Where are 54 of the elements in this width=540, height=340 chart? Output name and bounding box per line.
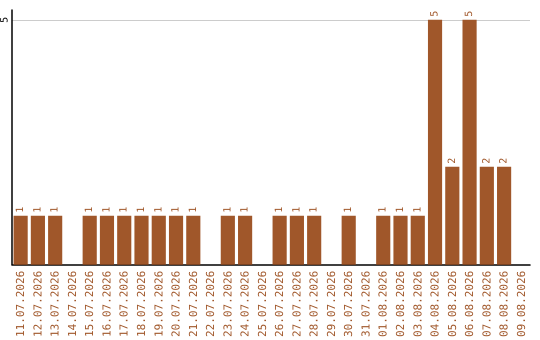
data-label: 2	[481, 158, 492, 164]
data-label: 1	[240, 206, 251, 213]
data-label: 1	[274, 206, 286, 213]
data-label: 1	[170, 206, 182, 213]
data-label: 1	[15, 206, 26, 213]
x-tick-label: 05.08.2026	[446, 270, 459, 338]
x-tick-label: 03.08.2026	[411, 270, 424, 338]
x-tick-label: 04.08.2026	[428, 270, 442, 338]
data-label: 1	[188, 206, 199, 213]
x-tick-label: 02.08.2026	[394, 270, 407, 338]
x-tick-label: 28.07.2026	[308, 270, 321, 338]
x-tick-label: 21.07.2026	[186, 270, 200, 338]
x-tick-label: 29.07.2026	[324, 270, 338, 338]
data-label: 2	[446, 158, 458, 164]
x-tick-label: 26.07.2026	[273, 270, 286, 338]
x-tick-label: 20.07.2026	[170, 270, 183, 338]
x-tick-label: 31.07.2026	[359, 270, 372, 338]
x-tick-label: 25.07.2026	[256, 270, 269, 338]
x-tick-label: 07.08.2026	[480, 270, 494, 338]
data-label: 1	[32, 206, 44, 213]
data-label: 1	[308, 206, 320, 213]
data-label: 1	[412, 206, 424, 213]
x-tick-label: 19.07.2026	[152, 270, 166, 338]
x-tick-label: 27.07.2026	[290, 270, 304, 338]
data-label: 1	[395, 206, 406, 213]
data-label: 1	[291, 206, 302, 213]
x-tick-label: 22.07.2026	[204, 270, 218, 338]
data-label: 1	[378, 206, 389, 213]
data-label: 1	[136, 206, 147, 213]
data-label: 5	[430, 10, 441, 17]
data-label: 2	[498, 158, 510, 164]
data-label: 5	[464, 10, 476, 17]
data-label: 1	[343, 206, 354, 213]
x-tick-label: 13.07.2026	[48, 270, 62, 338]
data-label: 1	[222, 206, 234, 213]
data-label: 1	[84, 206, 96, 213]
x-tick-label: 18.07.2026	[135, 270, 148, 338]
x-tick-label: 14.07.2026	[66, 270, 79, 338]
x-tick-label: 16.07.2026	[100, 270, 114, 338]
x-tick-label: 24.07.2026	[238, 270, 252, 338]
x-tick-label: 17.07.2026	[118, 270, 131, 338]
x-tick-label: 12.07.2026	[31, 270, 44, 338]
x-tick-label: 30.07.2026	[342, 270, 356, 338]
data-label: 1	[118, 206, 130, 213]
x-tick-label: 01.08.2026	[376, 270, 390, 338]
x-tick-label: 11.07.2026	[14, 270, 28, 338]
data-label: 1	[153, 206, 164, 213]
x-tick-label: 08.08.2026	[498, 270, 511, 338]
x-tick-label: 09.08.2026	[514, 270, 528, 338]
data-label: 1	[101, 206, 112, 213]
x-tick-label: 06.08.2026	[463, 270, 476, 338]
x-tick-label: 23.07.2026	[221, 270, 234, 338]
data-label: 1	[50, 206, 61, 213]
x-tick-label: 15.07.2026	[83, 270, 96, 338]
